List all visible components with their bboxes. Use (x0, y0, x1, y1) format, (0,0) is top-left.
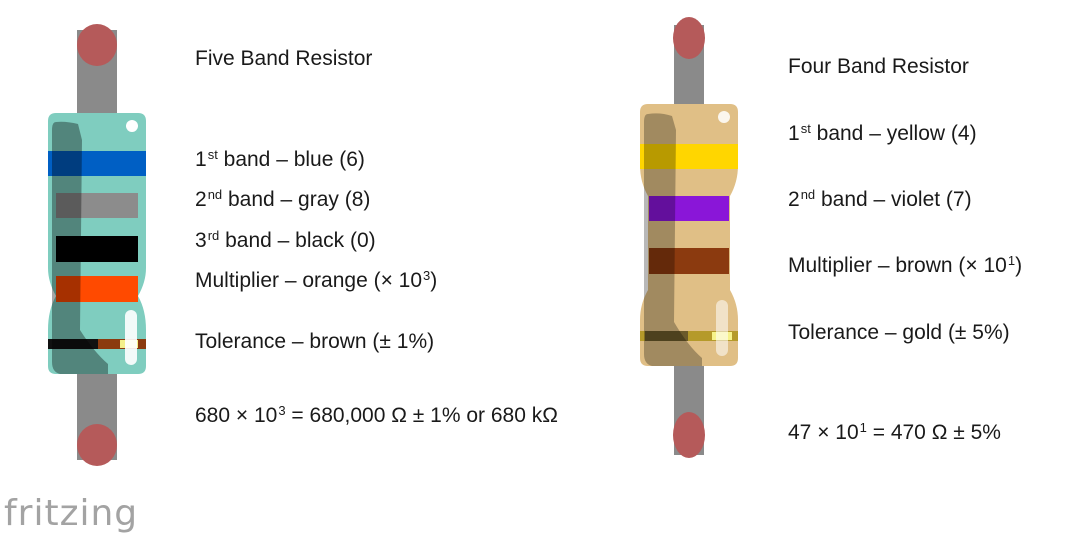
four-band-tolerance-text: Tolerance – gold (± 5%) (788, 321, 1010, 344)
four-band-band2 (649, 196, 729, 221)
four-band-bottom-cap (673, 412, 705, 458)
four-band-tolerance-band (640, 331, 738, 341)
five-band-band1 (48, 151, 146, 176)
five-band-resistor (48, 24, 146, 466)
fritzing-logo: fritzing (4, 493, 139, 534)
five-band-highlight (125, 310, 137, 365)
five-band-title: Five Band Resistor (195, 47, 373, 70)
five-band-band3 (56, 236, 138, 262)
five-band-top-cap (77, 24, 117, 66)
four-band-resistor (640, 17, 738, 458)
five-band-glint (126, 120, 138, 132)
four-band-title: Four Band Resistor (788, 55, 969, 78)
four-band-multiplier-band (649, 248, 729, 274)
four-band-shadow (644, 113, 702, 366)
four-band-band1 (640, 144, 738, 169)
four-band-body (640, 104, 738, 366)
four-band-top-cap (673, 17, 705, 59)
five-band-formula: 680 × 103 = 680,000 Ω ± 1% or 680 kΩ (195, 403, 558, 427)
four-band-multiplier-text: Multiplier – brown (× 101) (788, 253, 1023, 277)
five-band-band2 (56, 193, 138, 218)
five-band-band2-text: 2nd band – gray (8) (195, 187, 371, 211)
five-band-tolerance-text: Tolerance – brown (± 1%) (195, 330, 435, 353)
five-band-band1-text: 1st band – blue (6) (195, 147, 365, 171)
five-band-shadow (52, 121, 108, 374)
four-band-highlight (716, 300, 728, 356)
four-band-formula: 47 × 101 = 470 Ω ± 5% (788, 420, 1001, 444)
five-band-band3-text: 3rd band – black (0) (195, 228, 376, 252)
five-band-bottom-cap (77, 424, 117, 466)
four-band-band1-text: 1st band – yellow (4) (788, 121, 977, 145)
four-band-glint (718, 111, 730, 123)
four-band-band2-text: 2nd band – violet (7) (788, 187, 972, 211)
five-band-multiplier-band (56, 276, 138, 302)
five-band-multiplier-text: Multiplier – orange (× 103) (195, 268, 438, 292)
